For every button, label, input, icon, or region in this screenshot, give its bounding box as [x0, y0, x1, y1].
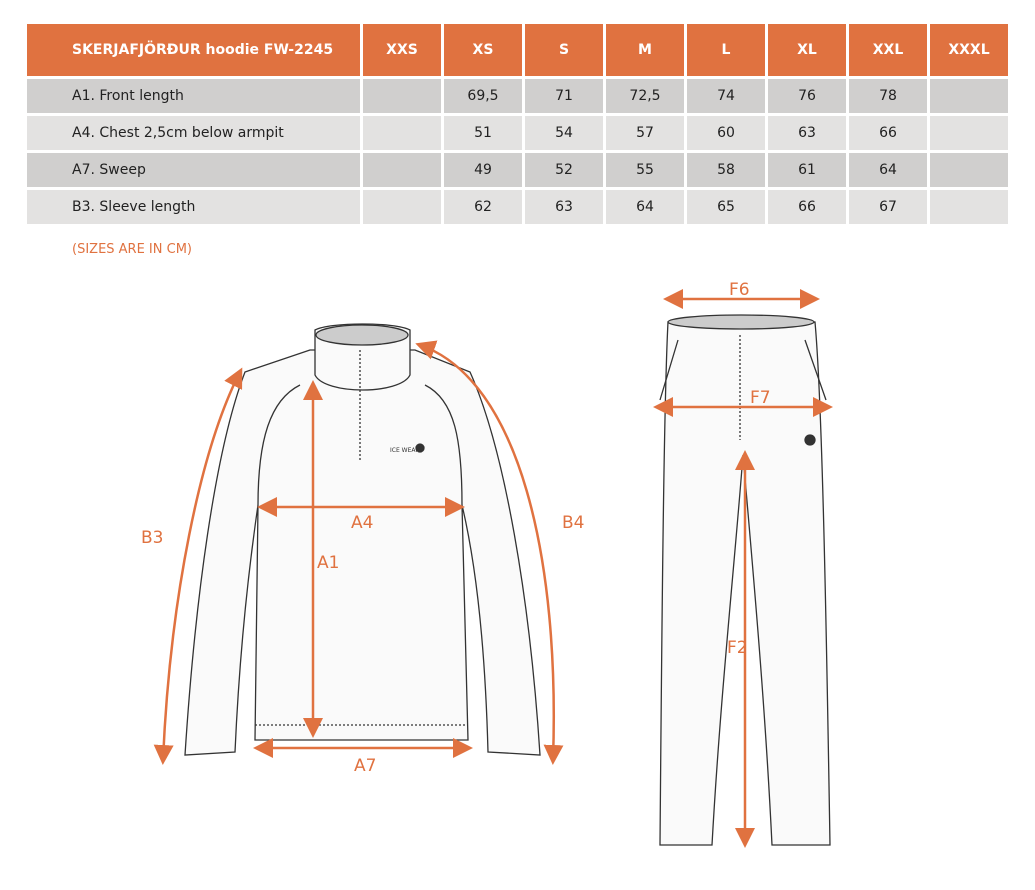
table-cell: 69,5: [444, 79, 522, 113]
size-header: XXS: [363, 24, 441, 76]
table-cell: 66: [849, 116, 927, 150]
label-f2: F2: [727, 638, 748, 658]
table-cell: [363, 116, 441, 150]
b3-arrow: [153, 367, 243, 765]
table-cell: 74: [687, 79, 765, 113]
size-header: L: [687, 24, 765, 76]
table-title: SKERJAFJÖRÐUR hoodie FW-2245: [27, 24, 360, 76]
table-cell: 72,5: [606, 79, 684, 113]
table-cell: 63: [525, 190, 603, 224]
table-cell: 58: [687, 153, 765, 187]
table-cell: [363, 79, 441, 113]
table-cell: [930, 116, 1008, 150]
label-b4: B4: [562, 513, 585, 533]
label-b3: B3: [141, 528, 164, 548]
table-cell: 61: [768, 153, 846, 187]
label-a1: A1: [317, 553, 340, 573]
size-header: XXL: [849, 24, 927, 76]
table-cell: 57: [606, 116, 684, 150]
row-label: A1. Front length: [27, 79, 360, 113]
hoodie-drawing: ICE WEAR: [184, 323, 541, 756]
table-cell: 60: [687, 116, 765, 150]
size-header: XS: [444, 24, 522, 76]
label-a7: A7: [354, 756, 377, 776]
b4-arrow: [415, 340, 564, 765]
pants-drawing: [659, 314, 831, 846]
table-cell: 67: [849, 190, 927, 224]
table-cell: 76: [768, 79, 846, 113]
table-cell: [363, 153, 441, 187]
table-cell: 63: [768, 116, 846, 150]
table-cell: [363, 190, 441, 224]
units-note: (SIZES ARE IN CM): [72, 242, 192, 257]
table-cell: [930, 79, 1008, 113]
table-cell: [930, 190, 1008, 224]
label-f6: F6: [729, 280, 750, 300]
table-cell: 49: [444, 153, 522, 187]
table-cell: 64: [606, 190, 684, 224]
table-cell: 65: [687, 190, 765, 224]
label-a4: A4: [351, 513, 374, 533]
row-label: A4. Chest 2,5cm below armpit: [27, 116, 360, 150]
table-cell: 55: [606, 153, 684, 187]
size-table: SKERJAFJÖRÐUR hoodie FW-2245 XXS XS S M L XL XX…: [27, 24, 1008, 224]
table-cell: [930, 153, 1008, 187]
measurement-arrows: [153, 289, 833, 848]
table-cell: 78: [849, 79, 927, 113]
table-cell: 52: [525, 153, 603, 187]
table-cell: 66: [768, 190, 846, 224]
label-f7: F7: [750, 388, 771, 408]
table-cell: 51: [444, 116, 522, 150]
table-cell: 64: [849, 153, 927, 187]
row-label: A7. Sweep: [27, 153, 360, 187]
size-header: M: [606, 24, 684, 76]
table-cell: 62: [444, 190, 522, 224]
size-header: XXXL: [930, 24, 1008, 76]
row-label: B3. Sleeve length: [27, 190, 360, 224]
size-header: XL: [768, 24, 846, 76]
ice-wear-logo: ICE WEAR: [390, 447, 420, 454]
table-cell: 71: [525, 79, 603, 113]
size-header: S: [525, 24, 603, 76]
table-cell: 54: [525, 116, 603, 150]
